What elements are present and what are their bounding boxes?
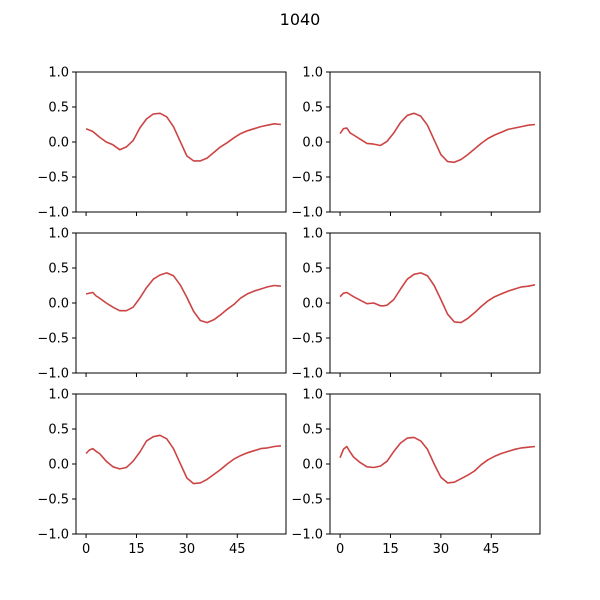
y-tick-label: −1.0: [37, 528, 69, 543]
x-tick-label: 15: [128, 542, 145, 557]
y-tick-label: −1.0: [291, 528, 323, 543]
y-tick-label: 1.0: [48, 388, 69, 403]
x-tick-label: 45: [483, 542, 500, 557]
series-line: [85, 272, 282, 324]
y-tick-label: −0.5: [291, 171, 323, 186]
y-tick-label: 0.0: [302, 458, 323, 473]
subplot-1-1: 1.0 0.5 0.0 −0.5 −1.0: [37, 66, 287, 221]
y-tick-label: −0.5: [291, 332, 323, 347]
y-tick-label: 0.5: [302, 101, 323, 116]
y-tick-label: −0.5: [291, 493, 323, 508]
series-line: [339, 112, 536, 164]
y-tick-label: 0.5: [48, 423, 69, 438]
y-tick-label: 0.5: [48, 101, 69, 116]
y-tick-label: −0.5: [37, 171, 69, 186]
axes-frame: [329, 232, 541, 374]
y-tick-label: 1.0: [302, 227, 323, 242]
y-tick-label: −0.5: [37, 493, 69, 508]
x-tick-label: 0: [336, 542, 344, 557]
y-tick-label: 0.0: [48, 458, 69, 473]
y-tick-label: −1.0: [37, 206, 69, 221]
subplot-grid: 1.0 0.5 0.0 −0.5 −1.0 1.0 0.5 0.0 −0.5 −1.0 1.0 0.5…: [37, 66, 541, 557]
y-tick-label: −1.0: [291, 206, 323, 221]
y-tick-label: 1.0: [302, 66, 323, 81]
y-tick-label: 0.0: [302, 297, 323, 312]
y-tick-label: 1.0: [48, 66, 69, 81]
y-tick-label: 1.0: [48, 227, 69, 242]
x-tick-label: 45: [229, 542, 246, 557]
y-tick-label: −1.0: [37, 367, 69, 382]
subplot-2-2: 1.0 0.5 0.0 −0.5 −1.0: [291, 227, 541, 382]
figure-title: 1040: [280, 10, 321, 29]
x-tick-label: 15: [382, 542, 399, 557]
subplot-2-1: 1.0 0.5 0.0 −0.5 −1.0: [37, 227, 287, 382]
y-tick-label: 1.0: [302, 388, 323, 403]
subplot-1-2: 1.0 0.5 0.0 −0.5 −1.0: [291, 66, 541, 221]
y-tick-label: 0.5: [302, 423, 323, 438]
series-line: [85, 434, 282, 485]
y-tick-label: 0.0: [48, 297, 69, 312]
y-tick-label: 0.5: [48, 262, 69, 277]
x-tick-label: 30: [433, 542, 450, 557]
y-tick-label: −1.0: [291, 367, 323, 382]
series-line: [339, 436, 536, 484]
series-line: [85, 112, 282, 162]
y-tick-label: 0.0: [302, 136, 323, 151]
x-tick-label: 0: [82, 542, 90, 557]
x-tick-label: 30: [179, 542, 196, 557]
y-tick-label: −0.5: [37, 332, 69, 347]
y-tick-label: 0.0: [48, 136, 69, 151]
y-tick-label: 0.5: [302, 262, 323, 277]
subplot-3-2: 1.0 0.5 0.0 −0.5 −1.0 0 15 30 45: [291, 388, 541, 557]
subplot-3-1: 1.0 0.5 0.0 −0.5 −1.0 0 15 30 45: [37, 388, 287, 557]
series-line: [339, 272, 536, 324]
